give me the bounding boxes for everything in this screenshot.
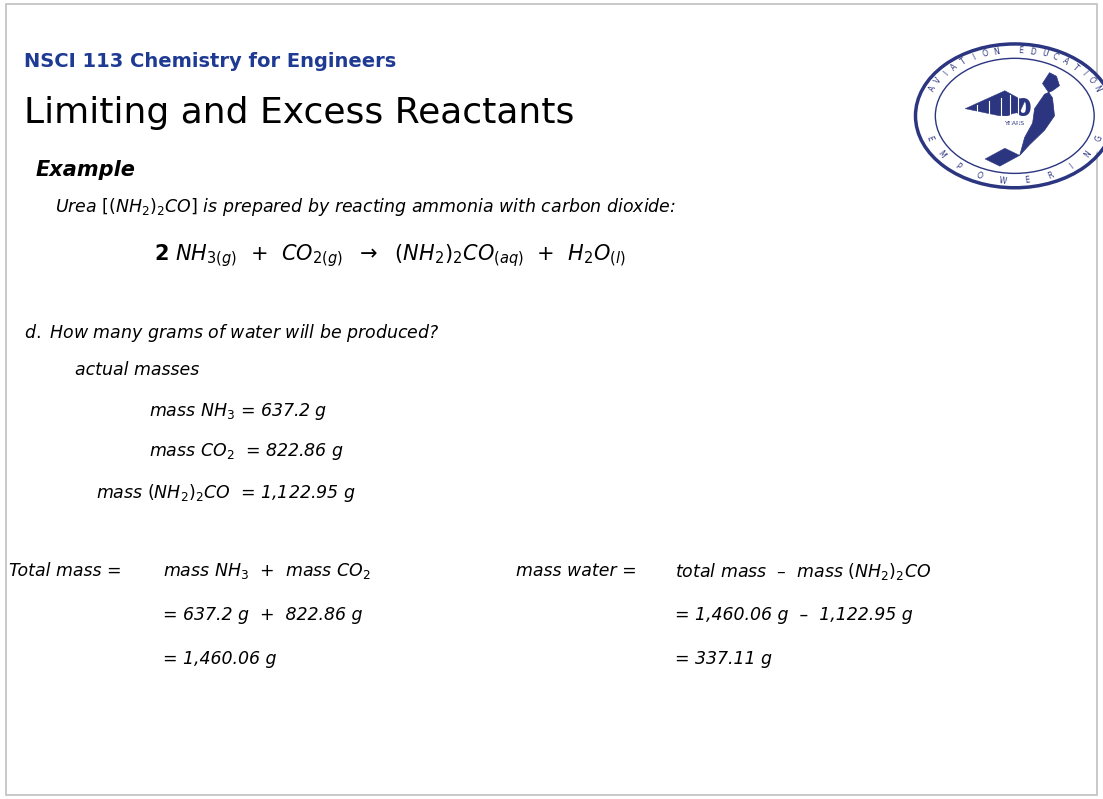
Text: actual masses: actual masses bbox=[75, 361, 200, 380]
Text: NSCI 113 Chemistry for Engineers: NSCI 113 Chemistry for Engineers bbox=[24, 52, 396, 71]
Text: V: V bbox=[933, 76, 944, 85]
Text: E: E bbox=[1024, 176, 1030, 185]
PathPatch shape bbox=[965, 91, 1025, 116]
PathPatch shape bbox=[985, 149, 1019, 166]
Text: M: M bbox=[935, 149, 946, 159]
Text: O: O bbox=[1085, 76, 1096, 85]
Text: Total mass =: Total mass = bbox=[9, 562, 121, 580]
Text: I: I bbox=[1080, 70, 1088, 78]
Text: U: U bbox=[1040, 49, 1049, 59]
Text: D: D bbox=[1029, 46, 1037, 57]
Text: G: G bbox=[1094, 134, 1103, 142]
Text: EST: EST bbox=[982, 104, 993, 109]
Text: Example: Example bbox=[35, 160, 136, 180]
Text: mass $\mathit{NH_3}$  +  mass $\mathit{CO_2}$: mass $\mathit{NH_3}$ + mass $\mathit{CO_… bbox=[163, 561, 371, 582]
Text: mass $\mathit{NH_3}$ = 637.2 g: mass $\mathit{NH_3}$ = 637.2 g bbox=[149, 401, 328, 422]
Text: = 1,460.06 g  –  1,122.95 g: = 1,460.06 g – 1,122.95 g bbox=[675, 606, 913, 624]
Text: A: A bbox=[950, 62, 960, 73]
Text: P: P bbox=[953, 162, 963, 172]
Text: I: I bbox=[942, 70, 950, 78]
PathPatch shape bbox=[1019, 73, 1059, 155]
Text: O: O bbox=[974, 171, 984, 181]
Text: W: W bbox=[998, 176, 1007, 185]
FancyBboxPatch shape bbox=[6, 4, 1097, 795]
Text: Limiting and Excess Reactants: Limiting and Excess Reactants bbox=[24, 96, 575, 130]
Text: = 637.2 g  +  822.86 g: = 637.2 g + 822.86 g bbox=[163, 606, 363, 624]
Text: A: A bbox=[928, 84, 938, 93]
Text: N: N bbox=[993, 47, 1000, 57]
Text: N: N bbox=[1083, 149, 1093, 159]
Text: C: C bbox=[1051, 52, 1060, 62]
Text: mass $\mathit{(NH_2)_2CO}$  = 1,122.95 g: mass $\mathit{(NH_2)_2CO}$ = 1,122.95 g bbox=[96, 482, 355, 504]
Text: 50: 50 bbox=[997, 97, 1032, 121]
Text: N: N bbox=[1091, 84, 1102, 93]
Text: A: A bbox=[1061, 57, 1071, 67]
Text: T: T bbox=[1071, 62, 1080, 72]
Text: Urea $\mathit{[(NH_2)_2CO]}$ is prepared by reacting ammonia with carbon dioxide: Urea $\mathit{[(NH_2)_2CO]}$ is prepared… bbox=[55, 196, 676, 218]
Text: $\mathbf{2}$ $\mathit{NH_{3(g)}}$  +  $\mathit{CO_{2(g)}}$  $\rightarrow$  $\mat: $\mathbf{2}$ $\mathit{NH_{3(g)}}$ + $\ma… bbox=[154, 242, 627, 269]
Text: E: E bbox=[1018, 46, 1024, 55]
Text: mass water =: mass water = bbox=[516, 562, 636, 580]
Text: = 337.11 g: = 337.11 g bbox=[675, 650, 772, 668]
Text: total mass  –  mass $\mathit{(NH_2)_2CO}$: total mass – mass $\mathit{(NH_2)_2CO}$ bbox=[675, 561, 931, 582]
Text: mass $\mathit{CO_2}$  = 822.86 g: mass $\mathit{CO_2}$ = 822.86 g bbox=[149, 441, 344, 462]
Text: = 1,460.06 g: = 1,460.06 g bbox=[163, 650, 277, 668]
Text: $\mathit{d.}$ How many grams of water will be produced?: $\mathit{d.}$ How many grams of water wi… bbox=[24, 322, 440, 344]
Circle shape bbox=[919, 46, 1103, 185]
Text: I: I bbox=[971, 53, 977, 62]
Text: E: E bbox=[924, 134, 935, 142]
Text: I: I bbox=[1068, 162, 1075, 171]
Text: R: R bbox=[1047, 171, 1054, 181]
Text: 2019: 2019 bbox=[1038, 104, 1053, 109]
Text: T: T bbox=[960, 57, 968, 67]
Text: YEARS: YEARS bbox=[1005, 121, 1025, 126]
Text: O: O bbox=[981, 49, 989, 59]
